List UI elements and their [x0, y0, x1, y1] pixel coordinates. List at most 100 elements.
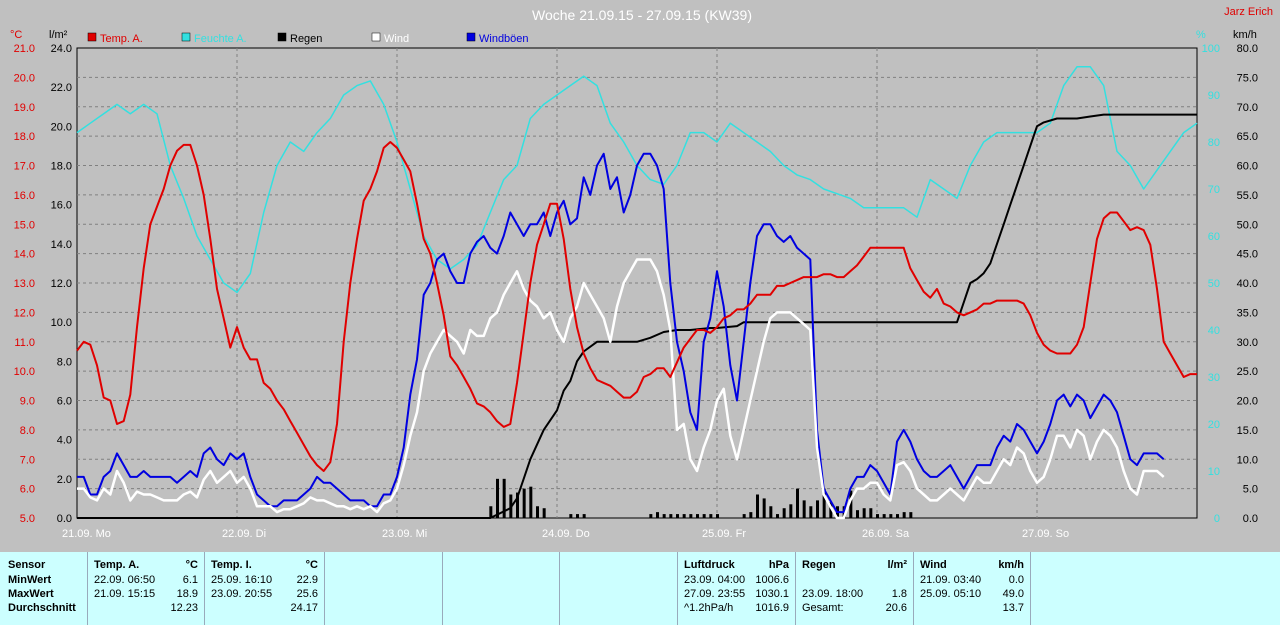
rain-bar — [716, 514, 719, 518]
temp-tick-label: 20.0 — [14, 72, 35, 84]
day-tick-label: 25.09. Fr — [702, 528, 746, 540]
legend-swatch — [277, 32, 287, 42]
temp-tick-label: 19.0 — [14, 102, 35, 114]
temp-i-min-time: 25.09. 16:10 — [211, 574, 273, 586]
legend-swatch — [87, 32, 97, 42]
wind-max-time: 25.09. 05:10 — [920, 588, 982, 600]
wind-tick-label: 55.0 — [1237, 190, 1258, 202]
legend-swatch — [181, 32, 191, 42]
legend-swatch — [371, 32, 381, 42]
rain-tick-label: 20.0 — [51, 121, 72, 133]
rain-bar — [662, 514, 666, 518]
temp-tick-label: 12.0 — [14, 307, 35, 319]
rain-total-value: 20.6 — [885, 602, 907, 614]
sensor-header: Sensor — [8, 559, 46, 571]
wind-tick-label: 45.0 — [1237, 249, 1258, 261]
pressure-header: Luftdruck — [684, 559, 735, 571]
series-line-windb-en — [77, 152, 1165, 514]
day-tick-label: 26.09. Sa — [862, 528, 910, 540]
temp-a-max-time: 21.09. 15:15 — [94, 588, 156, 600]
pressure-min-value: 1006.6 — [755, 574, 789, 586]
temp-i-column: Temp. I. °C 25.09. 16:10 22.9 23.09. 20:… — [205, 552, 325, 625]
temp-i-min-value: 22.9 — [296, 574, 318, 586]
wind-tick-label: 80.0 — [1237, 43, 1258, 55]
wind-tick-label: 0.0 — [1243, 513, 1258, 525]
series-lines — [76, 66, 1198, 520]
temp-tick-label: 6.0 — [20, 484, 35, 496]
legend: Temp. A. Feuchte A. Regen Wind Windböen — [87, 32, 529, 45]
rain-bar — [816, 500, 819, 518]
temp-tick-label: 5.0 — [20, 513, 35, 525]
wind-tick-label: 20.0 — [1237, 396, 1258, 408]
temp-tick-label: 17.0 — [14, 161, 35, 173]
wind-min-value: 0.0 — [1008, 574, 1024, 586]
rain-bar — [656, 512, 659, 518]
row-label-max: MaxWert — [8, 588, 54, 600]
rain-bar — [876, 514, 879, 518]
temp-tick-label: 16.0 — [14, 190, 35, 202]
legend-swatch — [466, 32, 476, 42]
legend-label: Windböen — [479, 33, 529, 45]
wind-column: Wind km/h 21.09. 03:40 0.0 25.09. 05:10 … — [914, 552, 1031, 625]
rain-tick-label: 22.0 — [51, 82, 72, 94]
rain-bar — [682, 514, 686, 518]
pressure-trend: ^1.2hPa/h — [684, 602, 734, 614]
day-tick-label: 22.09. Di — [222, 528, 266, 540]
rain-unit-label: l/m² — [49, 29, 68, 41]
rain-bar — [529, 486, 533, 518]
wind-tick-label: 65.0 — [1237, 131, 1258, 143]
wind-tick-label: 75.0 — [1237, 72, 1258, 84]
series-line-temp-a — [76, 141, 1197, 472]
rain-bar — [882, 514, 886, 518]
day-tick-label: 27.09. So — [1022, 528, 1069, 540]
statistics-table: Sensor MinWert MaxWert Durchschnitt Temp… — [0, 552, 1280, 625]
temp-tick-label: 11.0 — [14, 337, 35, 349]
rain-tick-label: 16.0 — [51, 200, 72, 212]
humidity-tick-label: 10 — [1208, 466, 1220, 478]
rain-bar — [896, 514, 899, 518]
temp-tick-label: 8.0 — [20, 425, 35, 437]
wind-tick-label: 70.0 — [1237, 102, 1258, 114]
temp-tick-label: 18.0 — [14, 131, 35, 143]
weather-chart: Woche 21.09.15 - 27.09.15 (KW39) Jarz Er… — [0, 0, 1280, 548]
rain-bar — [789, 504, 793, 518]
temp-i-max-time: 23.09. 20:55 — [211, 588, 273, 600]
humidity-tick-label: 30 — [1208, 372, 1220, 384]
temp-tick-label: 13.0 — [14, 278, 35, 290]
rain-bar — [702, 514, 706, 518]
humidity-tick-label: 50 — [1208, 278, 1220, 290]
rain-bar — [649, 514, 653, 518]
rain-bar — [776, 514, 779, 518]
author-label: Jarz Erich — [1224, 6, 1273, 18]
rain-bar — [769, 506, 773, 518]
rain-bar — [749, 512, 753, 518]
humidity-tick-label: 90 — [1208, 90, 1220, 102]
rain-bar — [869, 508, 873, 518]
row-label-min: MinWert — [8, 574, 52, 586]
rain-bar — [669, 514, 673, 518]
axis-ticks: 5.0 6.0 7.0 8.0 9.0 10.0 11.0 12.0 13.0 14.0 15.0 1… — [14, 43, 1258, 540]
pressure-max-value: 1030.1 — [755, 588, 789, 600]
pressure-max-time: 27.09. 23:55 — [684, 588, 746, 600]
rain-bar — [909, 512, 913, 518]
wind-tick-label: 60.0 — [1237, 161, 1258, 173]
pressure-average: 1016.9 — [755, 602, 789, 614]
wind-unit: km/h — [998, 559, 1024, 571]
legend-label: Feuchte A. — [194, 33, 247, 45]
rain-tick-label: 24.0 — [51, 43, 72, 55]
chart-background — [0, 0, 1280, 548]
humidity-tick-label: 40 — [1208, 325, 1220, 337]
wind-tick-label: 50.0 — [1237, 219, 1258, 231]
humidity-tick-label: 100 — [1202, 43, 1220, 55]
rain-bar — [822, 488, 826, 518]
pressure-column: Luftdruck hPa 23.09. 04:00 1006.6 27.09.… — [678, 552, 796, 625]
rain-bar — [889, 514, 893, 518]
temp-tick-label: 10.0 — [14, 366, 35, 378]
rain-tick-label: 0.0 — [57, 513, 72, 525]
legend-label: Wind — [384, 33, 409, 45]
day-tick-label: 24.09. Do — [542, 528, 590, 540]
wind-average: 13.7 — [1002, 602, 1024, 614]
temp-a-column: Temp. A. °C 22.09. 06:50 6.1 21.09. 15:1… — [88, 552, 205, 625]
rain-max-time: 23.09. 18:00 — [802, 588, 864, 600]
wind-min-time: 21.09. 03:40 — [920, 574, 982, 586]
